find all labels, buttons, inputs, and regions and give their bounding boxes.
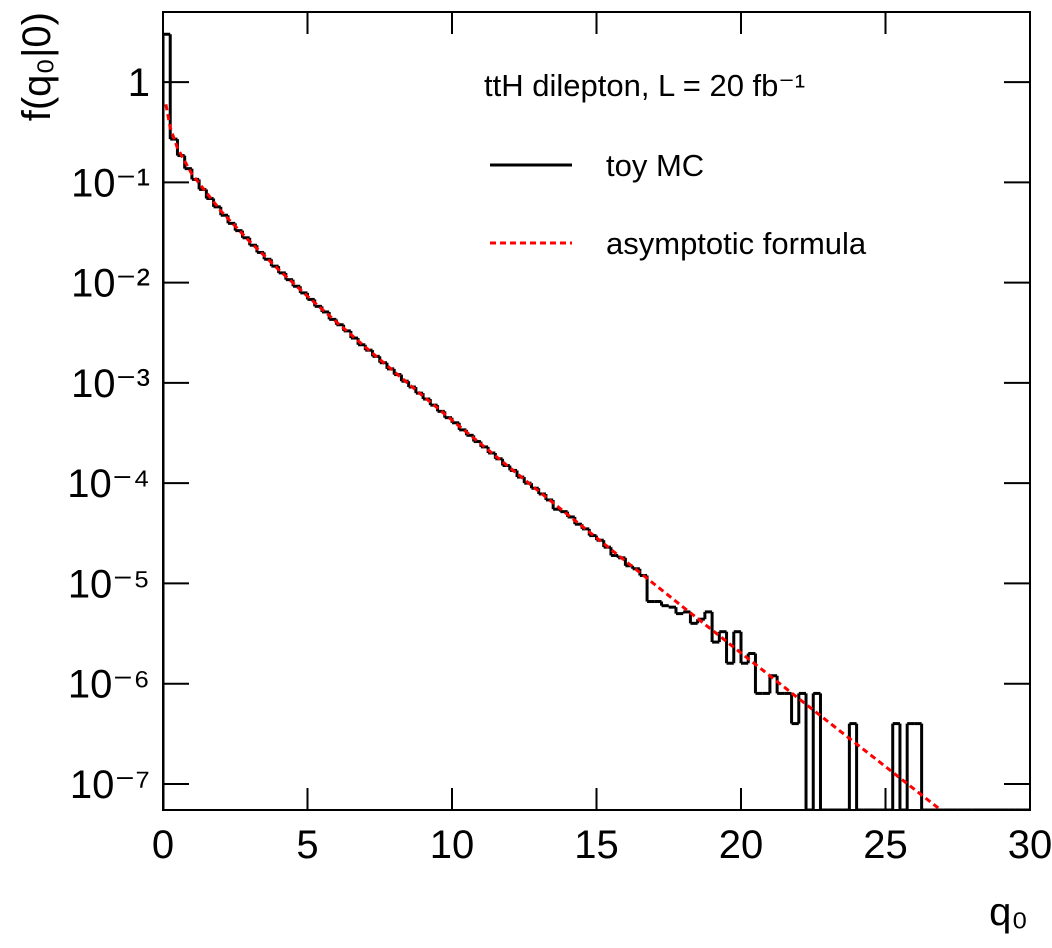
x-tick-label: 10 — [430, 823, 475, 867]
legend-label: toy MC — [606, 148, 704, 183]
annotation: ttH dilepton, L = 20 fb⁻¹ — [484, 68, 805, 103]
x-tick-label: 25 — [863, 823, 908, 867]
x-tick-label: 0 — [152, 823, 174, 867]
y-axis-title: f(q₀|0) — [15, 12, 59, 121]
y-tick-label: 10⁻² — [71, 262, 150, 306]
y-tick-label: 10⁻³ — [71, 362, 150, 406]
x-tick-label: 20 — [719, 823, 764, 867]
y-tick-label: 10⁻⁷ — [70, 763, 150, 807]
plot-frame — [162, 11, 1031, 811]
y-tick-label: 10⁻⁵ — [68, 562, 150, 606]
x-tick-label: 5 — [296, 823, 318, 867]
x-axis-title: q₀ — [989, 890, 1028, 934]
plot-area — [163, 32, 1030, 810]
y-tick-label: 10⁻¹ — [71, 161, 150, 205]
curve — [164, 104, 944, 810]
y-tick-label: 10⁻⁴ — [67, 462, 150, 506]
x-tick-label: 15 — [574, 823, 619, 867]
y-tick-label: 10⁻⁶ — [68, 663, 150, 707]
legend-label: asymptotic formula — [606, 226, 867, 261]
y-tick-label: 1 — [128, 61, 150, 105]
x-tick-label: 30 — [1008, 823, 1052, 867]
